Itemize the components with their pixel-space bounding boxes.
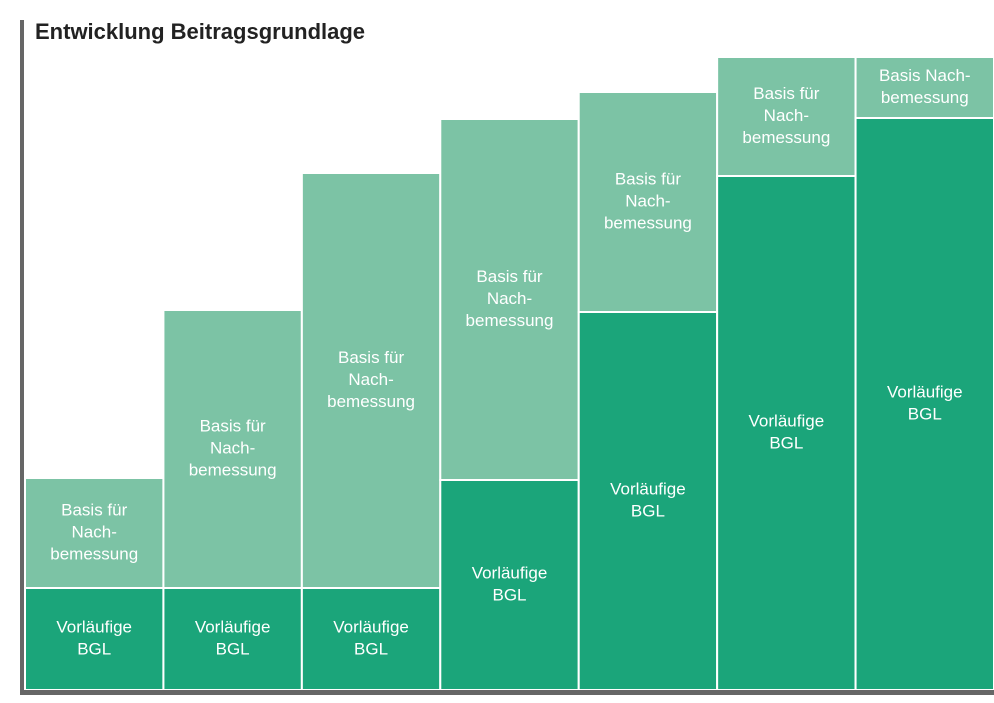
segment-label: Vorläufige xyxy=(749,411,825,430)
segment-label: Basis für xyxy=(753,84,819,103)
segment-label: Vorläufige xyxy=(195,617,271,636)
bar-segment xyxy=(577,91,719,313)
segment-label: BGL xyxy=(216,639,250,658)
segment-label: bemessung xyxy=(189,460,277,479)
segment-label: Basis für xyxy=(200,416,266,435)
segment-label: Vorläufige xyxy=(333,617,409,636)
bar-segment xyxy=(24,587,165,691)
bar-segment xyxy=(300,172,442,589)
segment-label: BGL xyxy=(631,501,665,520)
chart-title: Entwicklung Beitragsgrundlage xyxy=(35,19,365,44)
segment-label: Nach- xyxy=(210,438,255,457)
segment-label: bemessung xyxy=(742,128,830,147)
segment-label: Vorläufige xyxy=(56,617,132,636)
segment-label: BGL xyxy=(908,404,942,423)
baseline xyxy=(20,690,994,695)
segment-label: Nach- xyxy=(348,370,393,389)
segment-label: Vorläufige xyxy=(610,479,686,498)
segment-label: Basis für xyxy=(61,500,127,519)
segment-label: Basis für xyxy=(338,348,404,367)
segment-label: Basis für xyxy=(615,169,681,188)
segment-label: BGL xyxy=(354,639,388,658)
segment-label: Nach- xyxy=(72,522,117,541)
segment-label: Nach- xyxy=(487,289,532,308)
segment-label: bemessung xyxy=(881,88,969,107)
segment-label: bemessung xyxy=(466,311,554,330)
bar-segment xyxy=(854,56,994,119)
left-border xyxy=(20,20,24,695)
segment-label: bemessung xyxy=(327,392,415,411)
segment-label: bemessung xyxy=(50,544,138,563)
segment-label: BGL xyxy=(492,585,526,604)
segment-label: Vorläufige xyxy=(472,563,548,582)
segment-label: BGL xyxy=(77,639,111,658)
bar-segment xyxy=(854,117,994,691)
segment-label: bemessung xyxy=(604,213,692,232)
bar-segment xyxy=(716,56,857,177)
segment-label: Basis Nach- xyxy=(879,66,971,85)
bar-segment xyxy=(162,309,303,589)
segment-label: Basis für xyxy=(476,267,542,286)
segment-label: Nach- xyxy=(625,191,670,210)
bar-segment xyxy=(24,477,165,589)
segment-label: Vorläufige xyxy=(887,382,963,401)
segment-label: Nach- xyxy=(764,106,809,125)
bar-segment xyxy=(439,118,580,481)
segment-label: BGL xyxy=(769,433,803,452)
